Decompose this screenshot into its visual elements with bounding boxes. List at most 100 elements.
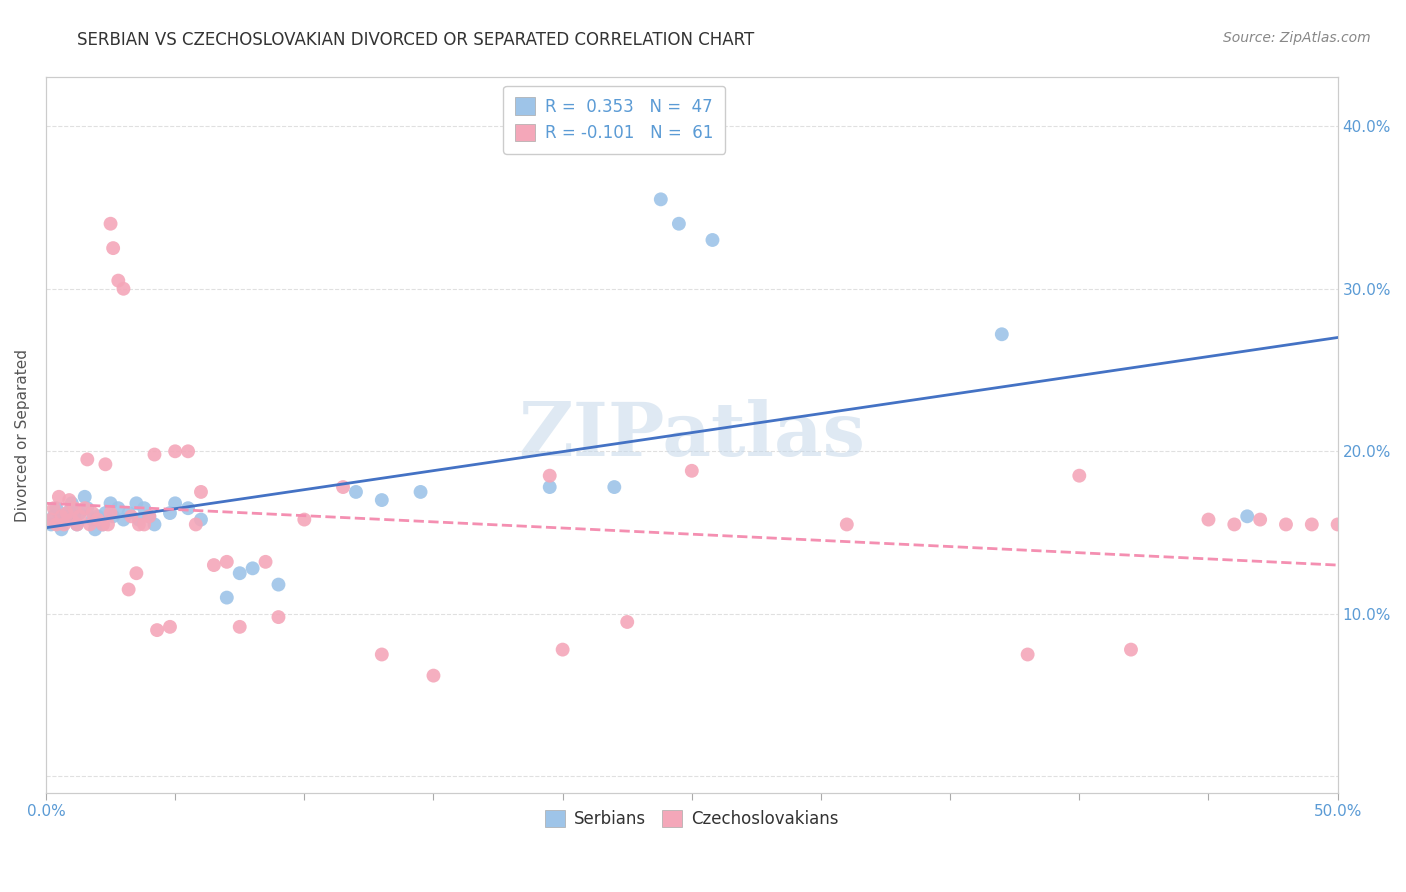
- Point: [165, 444, 187, 458]
- Point: [177, 501, 200, 516]
- Point: [125, 566, 148, 581]
- Point: [267, 610, 290, 624]
- Point: [112, 512, 135, 526]
- Point: [69, 506, 91, 520]
- Point: [702, 233, 724, 247]
- Text: SERBIAN VS CZECHOSLOVAKIAN DIVORCED OR SEPARATED CORRELATION CHART: SERBIAN VS CZECHOSLOVAKIAN DIVORCED OR S…: [77, 31, 755, 49]
- Point: [82, 512, 104, 526]
- Point: [538, 468, 561, 483]
- Point: [215, 555, 238, 569]
- Point: [51, 522, 73, 536]
- Point: [120, 509, 142, 524]
- Point: [228, 566, 250, 581]
- Point: [242, 561, 264, 575]
- Point: [91, 517, 114, 532]
- Legend: Serbians, Czechoslovakians: Serbians, Czechoslovakians: [538, 803, 845, 834]
- Point: [66, 517, 89, 532]
- Point: [97, 517, 120, 532]
- Point: [146, 623, 169, 637]
- Point: [82, 506, 104, 520]
- Point: [128, 517, 150, 532]
- Point: [100, 506, 122, 520]
- Point: [1069, 468, 1091, 483]
- Point: [165, 496, 187, 510]
- Point: [63, 501, 86, 516]
- Point: [101, 241, 124, 255]
- Point: [79, 517, 101, 532]
- Point: [835, 517, 858, 532]
- Point: [650, 192, 672, 206]
- Point: [1236, 509, 1258, 524]
- Point: [91, 517, 114, 532]
- Point: [48, 512, 70, 526]
- Point: [128, 512, 150, 526]
- Point: [117, 506, 139, 520]
- Point: [991, 327, 1014, 342]
- Point: [292, 512, 315, 526]
- Point: [42, 501, 65, 516]
- Point: [55, 512, 77, 526]
- Point: [371, 648, 394, 662]
- Point: [371, 493, 394, 508]
- Point: [55, 506, 77, 520]
- Point: [1301, 517, 1323, 532]
- Point: [66, 517, 89, 532]
- Point: [53, 517, 76, 532]
- Point: [1275, 517, 1298, 532]
- Point: [94, 506, 117, 520]
- Point: [332, 480, 354, 494]
- Point: [159, 506, 181, 520]
- Point: [228, 620, 250, 634]
- Point: [45, 517, 67, 532]
- Point: [603, 480, 626, 494]
- Point: [143, 448, 166, 462]
- Point: [39, 517, 62, 532]
- Point: [177, 444, 200, 458]
- Point: [73, 490, 96, 504]
- Text: ZIPatlas: ZIPatlas: [519, 399, 865, 472]
- Point: [76, 452, 98, 467]
- Point: [117, 582, 139, 597]
- Point: [42, 509, 65, 524]
- Point: [267, 577, 290, 591]
- Point: [138, 509, 160, 524]
- Point: [616, 615, 638, 629]
- Point: [84, 522, 107, 536]
- Point: [60, 496, 83, 510]
- Point: [254, 555, 277, 569]
- Point: [63, 509, 86, 524]
- Point: [107, 274, 129, 288]
- Point: [159, 620, 181, 634]
- Point: [51, 509, 73, 524]
- Point: [100, 217, 122, 231]
- Point: [134, 501, 156, 516]
- Point: [69, 509, 91, 524]
- Point: [100, 496, 122, 510]
- Point: [681, 464, 703, 478]
- Point: [45, 501, 67, 516]
- Point: [184, 517, 207, 532]
- Y-axis label: Divorced or Separated: Divorced or Separated: [15, 349, 30, 522]
- Point: [86, 512, 108, 526]
- Point: [112, 282, 135, 296]
- Point: [94, 458, 117, 472]
- Point: [422, 668, 444, 682]
- Point: [190, 512, 212, 526]
- Point: [344, 485, 367, 500]
- Point: [1249, 512, 1271, 526]
- Point: [1198, 512, 1220, 526]
- Point: [538, 480, 561, 494]
- Point: [58, 493, 80, 508]
- Point: [101, 509, 124, 524]
- Point: [138, 509, 160, 524]
- Point: [60, 512, 83, 526]
- Point: [409, 485, 432, 500]
- Point: [1017, 648, 1039, 662]
- Point: [125, 496, 148, 510]
- Point: [1119, 642, 1142, 657]
- Point: [58, 504, 80, 518]
- Point: [134, 517, 156, 532]
- Point: [53, 509, 76, 524]
- Point: [39, 512, 62, 526]
- Point: [202, 558, 225, 573]
